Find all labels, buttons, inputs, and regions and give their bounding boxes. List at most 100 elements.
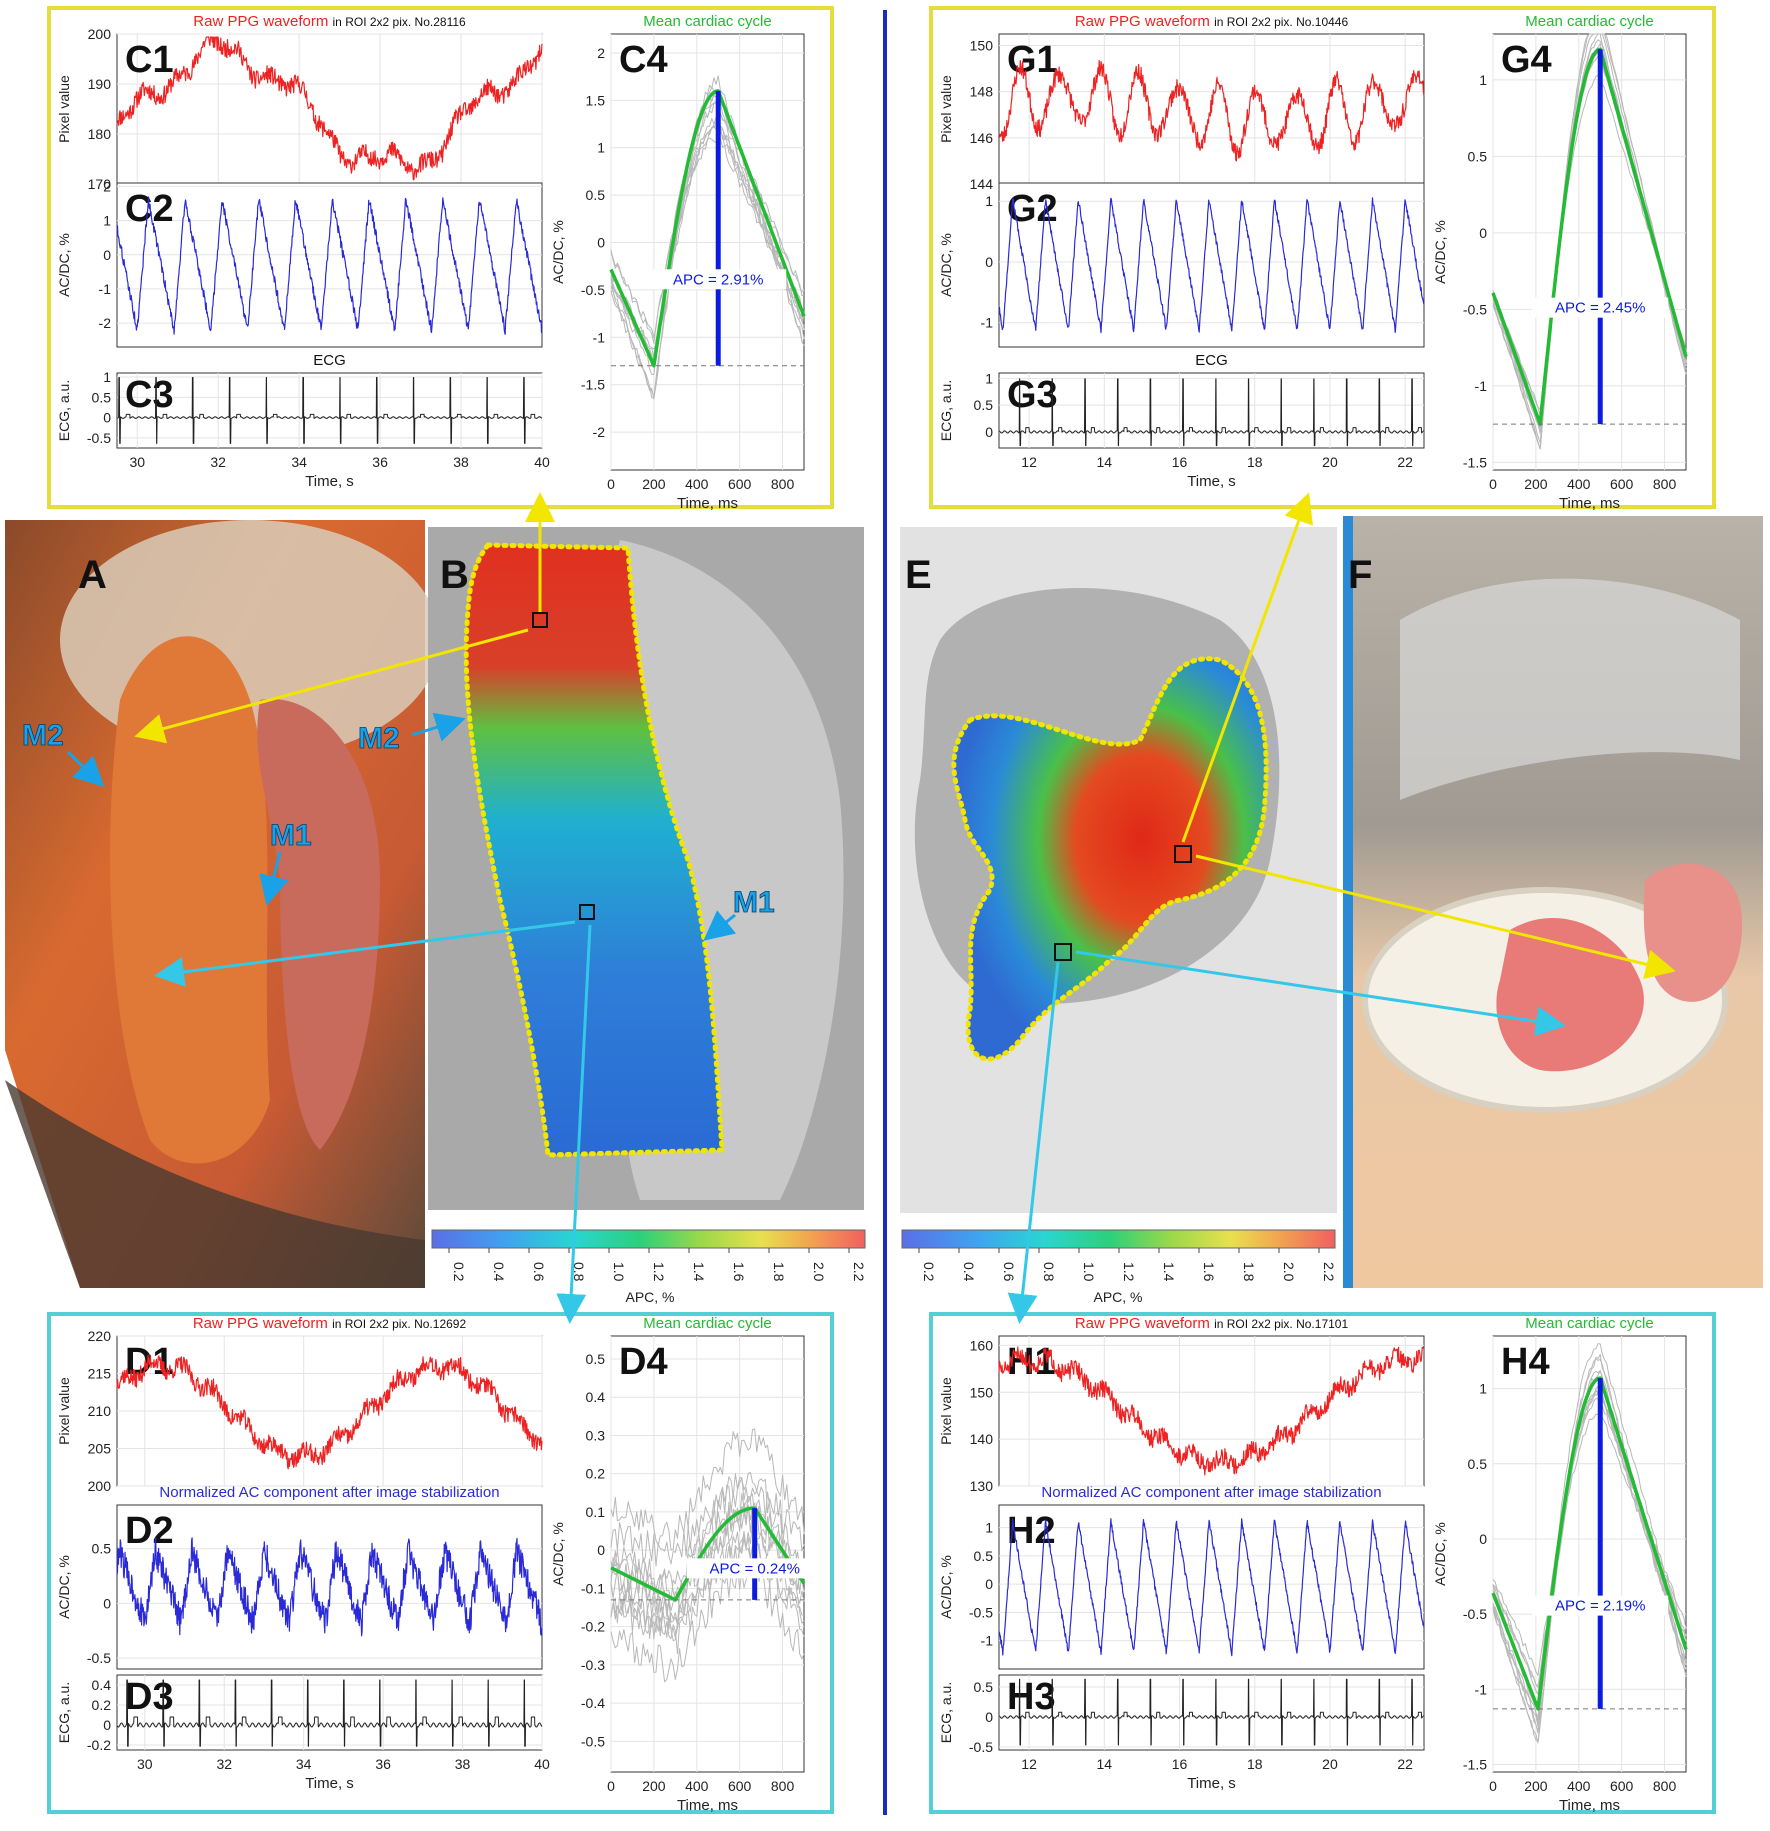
- x-tick-label: 14: [1097, 1756, 1113, 1772]
- colorbar-tick-label: 0.8: [571, 1262, 587, 1282]
- y-tick-label: -1.5: [1463, 454, 1487, 470]
- x-tick-label: 34: [296, 1756, 312, 1772]
- ecg-trace: [998, 378, 1425, 447]
- y-axis-label: AC/DC, %: [56, 1555, 72, 1619]
- x-tick-label: 22: [1397, 1756, 1413, 1772]
- panel-tag-d4: D4: [619, 1341, 668, 1383]
- frame-top-left: [47, 6, 834, 509]
- single-cycle-trace: [610, 118, 805, 359]
- panel-tag-h1: H1: [1007, 1341, 1056, 1383]
- y-axis-label: Pixel value: [56, 1377, 72, 1445]
- x-tick-label: 34: [291, 454, 307, 470]
- y-tick-label: 148: [970, 84, 994, 100]
- y-tick-label: 170: [88, 176, 112, 192]
- colorbar-tick-label: 1.0: [611, 1262, 627, 1282]
- normalized-header: Normalized AC component after image stab…: [1041, 1484, 1381, 1501]
- apc-label: APC = 2.91%: [673, 271, 763, 288]
- colorbar-tick-label: 1.8: [771, 1262, 787, 1282]
- panel-tag-d2: D2: [125, 1510, 174, 1552]
- arrow-roi-d-to-photo: [154, 920, 576, 987]
- x-tick-label: 32: [210, 454, 226, 470]
- y-tick-label: 1: [103, 369, 111, 385]
- y-tick-label: 1: [1479, 72, 1487, 88]
- y-tick-label: -0.5: [87, 430, 111, 446]
- x-tick-label: 22: [1397, 454, 1413, 470]
- single-cycle-trace: [610, 1428, 805, 1551]
- plot-area-h2: [998, 1504, 1425, 1670]
- single-cycle-trace: [610, 94, 805, 400]
- y-tick-label: 200: [88, 26, 112, 42]
- marker-m2-a: M2: [22, 719, 64, 752]
- y-tick-label: -0.5: [969, 1739, 993, 1755]
- raw-header-suffix: in ROI 2x2 pix. No.12692: [332, 1317, 466, 1331]
- apc-label-bg: [1532, 1595, 1669, 1616]
- x-tick-label: 32: [216, 1756, 232, 1772]
- y-tick-label: 1: [597, 140, 605, 156]
- colorbar-e: 0.2 0.4 0.6 0.8 1.0 1.2 1.4 1.6 1.8 2.0 2.2 APC, %: [901, 1229, 1337, 1305]
- y-tick-label: 1: [985, 193, 993, 209]
- plot-area-g3: [998, 372, 1425, 449]
- colorbar-b: 0.2 0.4 0.6 0.8 1.0 1.2 1.4 1.6 1.8 2.0 2.2 APC, %: [431, 1229, 867, 1305]
- y-tick-label: 0: [985, 1576, 993, 1592]
- y-tick-label: 190: [88, 76, 112, 92]
- x-tick-label: 0: [1489, 476, 1497, 492]
- marker-m1-b-arrow: [703, 910, 737, 941]
- y-tick-label: -0.5: [581, 282, 605, 298]
- y-tick-label: -0.5: [1463, 1606, 1487, 1622]
- x-tick-label: 20: [1322, 1756, 1338, 1772]
- y-tick-label: 0.5: [974, 1548, 994, 1564]
- colorbar-tick-label: 1.8: [1241, 1262, 1257, 1282]
- colorbar-tick-label: 0.6: [1001, 1262, 1017, 1282]
- mean-cycle-trace: [610, 1506, 806, 1602]
- raw-header-suffix: in ROI 2x2 pix. No.28116: [333, 15, 467, 29]
- marker-m2-a-arrow: [66, 750, 105, 788]
- mean-cycle-header: Mean cardiac cycle: [1525, 1315, 1653, 1332]
- x-tick-label: 14: [1097, 454, 1113, 470]
- marker-m1-a: M1: [270, 819, 312, 852]
- y-tick-label: 146: [970, 130, 994, 146]
- x-tick-label: 600: [728, 476, 752, 492]
- raw-header-suffix: in ROI 2x2 pix. No.10446: [1214, 15, 1348, 29]
- photo-panel-f: [1343, 516, 1763, 1288]
- ecg-header: ECG: [1195, 352, 1228, 369]
- y-tick-label: -1: [593, 329, 606, 345]
- panel-tag-h3: H3: [1007, 1676, 1056, 1718]
- y-tick-label: 215: [88, 1366, 112, 1382]
- mean-cycle-header: Mean cardiac cycle: [1525, 13, 1653, 30]
- y-axis-label: Pixel value: [938, 1377, 954, 1445]
- y-tick-label: -0.5: [1463, 301, 1487, 317]
- plot-area-d4: [610, 1335, 805, 1773]
- y-tick-label: 0.2: [586, 1466, 606, 1482]
- raw-ppg-trace: [998, 59, 1425, 162]
- raw-header-prefix: Raw PPG waveform: [1075, 13, 1214, 30]
- axes-g3: 0 0.5 1 12 14 16 18 20 22 Time, s ECG, a.u. G3: [938, 370, 1425, 490]
- x-tick-label: 18: [1247, 454, 1263, 470]
- axes-g1: 144 146 148 150 Pixel value G1: [938, 33, 1425, 192]
- y-tick-label: 0.5: [92, 389, 112, 405]
- x-axis-label: Time, s: [305, 1775, 354, 1792]
- x-axis-label: Time, s: [1187, 473, 1236, 490]
- y-tick-label: 0.5: [974, 1679, 994, 1695]
- apc-label: APC = 0.24%: [709, 1560, 799, 1577]
- y-tick-label: -0.4: [581, 1695, 605, 1711]
- photo-panel-a: [5, 520, 440, 1288]
- raw-header: Raw PPG waveform in ROI 2x2 pix. No.1269…: [193, 1315, 467, 1332]
- y-tick-label: 0: [985, 1709, 993, 1725]
- y-tick-label: 200: [88, 1478, 112, 1494]
- colorbar-tick-label: 0.4: [491, 1262, 507, 1282]
- arrow-roi-h-to-photo: [1075, 950, 1566, 1037]
- x-axis-label: Time, s: [305, 473, 354, 490]
- x-tick-label: 400: [685, 1778, 709, 1794]
- colorbar-tick-label: 1.6: [1201, 1262, 1217, 1282]
- arrow-roi-g-to-photo: [1195, 854, 1676, 979]
- y-tick-label: 0: [103, 410, 111, 426]
- axes-d3: -0.2 0 0.2 0.4 30 32 34 36 38 40 Time, s ECG, a.u. D…: [56, 1674, 550, 1792]
- x-tick-label: 30: [129, 454, 145, 470]
- y-tick-label: 220: [88, 1328, 112, 1344]
- y-tick-label: -1: [981, 1633, 994, 1649]
- y-tick-label: -0.2: [87, 1737, 111, 1753]
- x-tick-label: 40: [534, 1756, 550, 1772]
